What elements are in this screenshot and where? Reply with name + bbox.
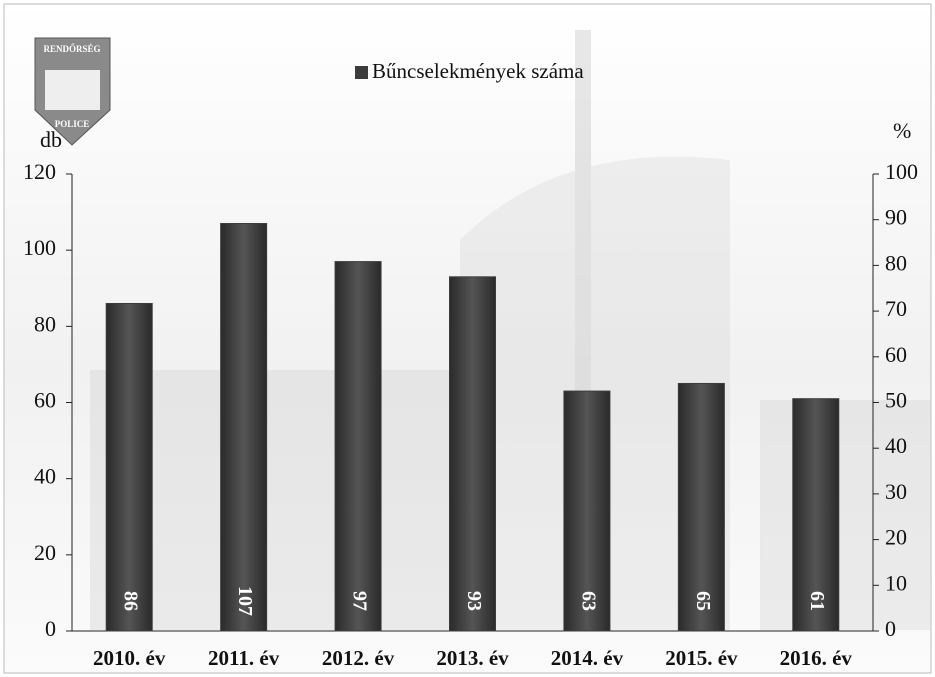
value-label: 61 xyxy=(806,591,828,611)
background-building xyxy=(90,30,930,630)
y-tick-label: 80 xyxy=(34,311,56,336)
y-tick-label: 100 xyxy=(23,235,56,260)
y2-tick-label: 50 xyxy=(885,388,907,413)
bar xyxy=(792,398,840,632)
y-tick-label: 0 xyxy=(45,616,56,641)
y2-tick-label: 90 xyxy=(885,205,907,230)
bar xyxy=(563,390,611,632)
value-label: 107 xyxy=(234,586,256,616)
value-label: 86 xyxy=(120,591,142,611)
x-tick-label: 2015. év xyxy=(665,646,738,670)
y2-tick-label: 0 xyxy=(885,616,896,641)
y2-tick-label: 80 xyxy=(885,250,907,275)
y-tick-label: 60 xyxy=(34,388,56,413)
y2-tick-label: 10 xyxy=(885,570,907,595)
bar xyxy=(334,261,382,632)
y2-tick-label: 70 xyxy=(885,296,907,321)
x-tick-label: 2013. év xyxy=(436,646,509,670)
legend-label: Bűncselekmények száma xyxy=(372,59,584,83)
y-tick-label: 20 xyxy=(34,540,56,565)
y2-tick-label: 100 xyxy=(885,159,918,184)
x-tick-label: 2011. év xyxy=(208,646,280,670)
y2-tick-label: 40 xyxy=(885,433,907,458)
value-label: 97 xyxy=(348,591,370,611)
x-tick-label: 2016. év xyxy=(780,646,853,670)
value-label: 93 xyxy=(463,591,485,611)
bar xyxy=(449,276,496,632)
logo-text: RENDŐRSÉG xyxy=(43,44,100,54)
y2-axis-label: % xyxy=(893,118,911,143)
x-tick-label: 2012. év xyxy=(322,646,395,670)
y2-tick-label: 20 xyxy=(885,525,907,550)
bar xyxy=(105,302,153,632)
y-axis-label: db xyxy=(40,127,62,152)
logo: RENDŐRSÉG POLICE xyxy=(34,37,111,146)
bar xyxy=(220,223,268,632)
bar xyxy=(677,382,725,632)
logo-text: POLICE xyxy=(55,119,90,129)
y2-tick-label: 30 xyxy=(885,479,907,504)
y-tick-label: 120 xyxy=(23,159,56,184)
y2-tick-label: 60 xyxy=(885,342,907,367)
x-tick-label: 2010. év xyxy=(93,646,166,670)
value-label: 63 xyxy=(577,591,599,611)
x-tick-label: 2014. év xyxy=(551,646,624,670)
legend-key xyxy=(355,66,368,79)
value-label: 65 xyxy=(692,591,714,611)
y-tick-label: 40 xyxy=(34,464,56,489)
